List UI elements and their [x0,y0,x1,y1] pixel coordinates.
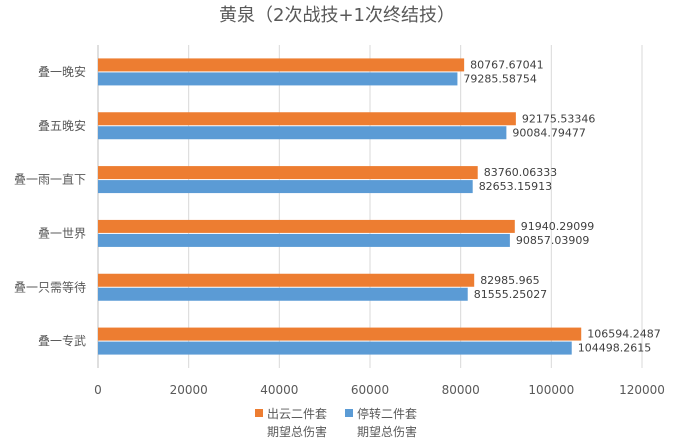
bar-series-1 [98,166,478,180]
legend-swatch [255,409,263,417]
data-label-series-2: 90084.79477 [512,126,585,139]
bar-series-1 [98,273,475,287]
category-label: 叠一晚安 [38,64,86,79]
bar-series-2 [98,72,458,86]
bar-series-2 [98,126,507,140]
legend-label-line-2: 期望总伤害 [267,424,327,439]
bar-series-2 [98,341,572,355]
data-label-series-2: 79285.58754 [463,72,536,85]
bar-series-2 [98,287,468,301]
category-label: 叠一雨一直下 [14,173,86,187]
x-tick-label: 20000 [170,383,208,397]
x-tick-label: 80000 [442,383,480,397]
x-tick-label: 0 [94,383,102,397]
x-tick-label: 40000 [260,383,298,397]
bar-series-2 [98,180,473,194]
legend-label-line-2: 期望总伤害 [357,424,417,439]
bar-series-2 [98,233,510,247]
category-label: 叠五晚安 [38,118,86,133]
legend-swatch [345,409,353,417]
x-tick-label: 60000 [351,383,389,397]
data-label-series-1: 83760.06333 [484,166,557,179]
chart-title: 黄泉（2次战技+1次终结技） [219,5,455,26]
x-tick-label: 100000 [528,383,574,397]
data-label-series-2: 90857.03909 [516,234,589,247]
bar-series-1 [98,219,515,233]
data-label-series-1: 80767.67041 [470,58,543,71]
bar-series-1 [98,58,465,72]
bar-series-1 [98,327,582,341]
data-label-series-2: 82653.15913 [479,180,552,193]
legend-label-line-1: 停转二件套 [357,406,417,421]
category-label: 叠一世界 [38,226,86,240]
category-label: 叠一只需等待 [14,280,86,294]
data-label-series-1: 82985.965 [480,274,539,287]
data-label-series-1: 106594.2487 [587,328,660,341]
category-label: 叠一专武 [38,333,86,348]
legend-label-line-1: 出云二件套 [267,407,327,421]
data-label-series-1: 92175.53346 [522,112,595,125]
data-label-series-2: 81555.25027 [474,288,547,301]
data-label-series-1: 91940.29099 [521,220,594,233]
x-tick-label: 120000 [619,383,665,397]
data-label-series-2: 104498.2615 [578,342,651,355]
bar-series-1 [98,112,516,126]
